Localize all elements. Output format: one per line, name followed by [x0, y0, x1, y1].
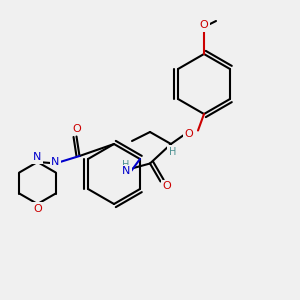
- Text: N: N: [122, 166, 130, 176]
- Text: H: H: [122, 160, 130, 170]
- Text: H: H: [169, 146, 176, 157]
- Text: O: O: [162, 181, 171, 191]
- Text: O: O: [72, 124, 81, 134]
- Text: O: O: [33, 203, 42, 214]
- Text: N: N: [51, 157, 60, 167]
- Text: N: N: [33, 152, 42, 163]
- Text: O: O: [200, 20, 208, 31]
- Text: O: O: [184, 128, 194, 139]
